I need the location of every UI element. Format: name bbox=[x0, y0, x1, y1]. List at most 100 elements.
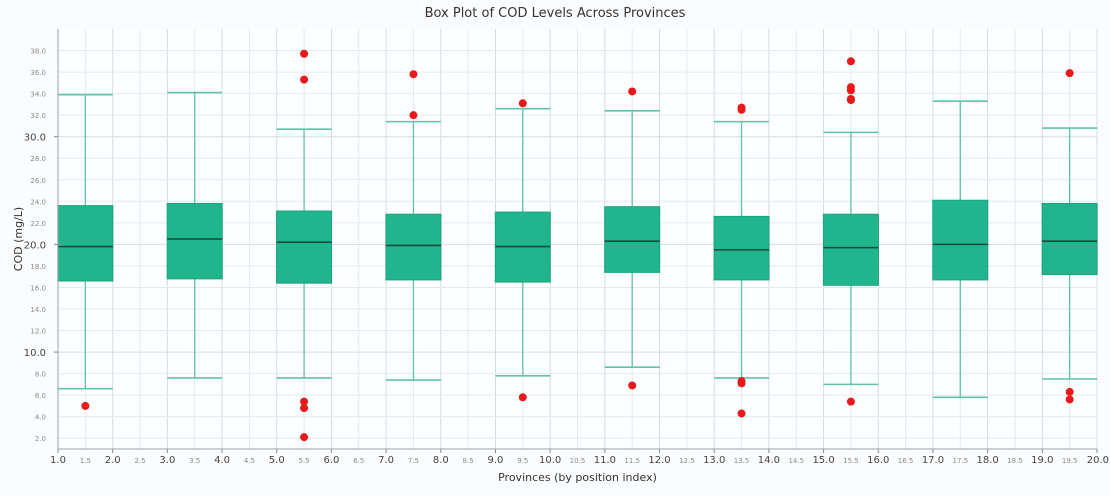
x-major-tick-label: 2.0 bbox=[105, 455, 121, 466]
x-minor-tick-label: 8.5 bbox=[463, 457, 474, 465]
outlier-point bbox=[1065, 387, 1074, 396]
x-major-tick-label: 20.0 bbox=[1087, 455, 1109, 466]
x-major-tick-label: 1.0 bbox=[50, 455, 66, 466]
x-major-tick-label: 8.0 bbox=[433, 455, 449, 466]
x-major-tick-label: 16.0 bbox=[867, 455, 889, 466]
y-minor-tick-label: 26.0 bbox=[30, 177, 46, 185]
x-minor-tick-label: 2.5 bbox=[134, 457, 145, 465]
outlier-point bbox=[846, 86, 855, 95]
box-item bbox=[385, 70, 442, 381]
chart-title: Box Plot of COD Levels Across Provinces bbox=[424, 6, 686, 21]
x-major-tick-label: 18.0 bbox=[976, 455, 998, 466]
box-item bbox=[1041, 69, 1098, 404]
iqr-box bbox=[713, 215, 770, 281]
x-minor-tick-label: 16.5 bbox=[898, 457, 914, 465]
y-major-tick-label: 20.0 bbox=[24, 240, 46, 251]
x-major-tick-label: 4.0 bbox=[214, 455, 230, 466]
x-major-tick-label: 14.0 bbox=[758, 455, 780, 466]
outlier-point bbox=[628, 87, 637, 96]
x-minor-tick-label: 4.5 bbox=[244, 457, 255, 465]
outlier-point bbox=[409, 70, 418, 79]
y-minor-tick-label: 18.0 bbox=[30, 263, 46, 271]
iqr-box bbox=[604, 206, 661, 273]
x-major-tick-label: 7.0 bbox=[378, 455, 394, 466]
y-minor-tick-label: 36.0 bbox=[30, 69, 46, 77]
outlier-point bbox=[518, 99, 527, 108]
outlier-point bbox=[518, 393, 527, 402]
outlier-point bbox=[846, 397, 855, 406]
x-axis-label: Provinces (by position index) bbox=[498, 471, 657, 484]
y-minor-tick-label: 4.0 bbox=[35, 414, 46, 422]
y-minor-tick-label: 32.0 bbox=[30, 112, 46, 120]
outlier-point bbox=[737, 409, 746, 418]
x-minor-tick-label: 7.5 bbox=[408, 457, 419, 465]
x-minor-tick-label: 17.5 bbox=[952, 457, 968, 465]
x-major-tick-label: 15.0 bbox=[812, 455, 834, 466]
outlier-point bbox=[300, 75, 309, 84]
y-major-tick-label: 10.0 bbox=[24, 348, 46, 359]
iqr-box bbox=[1041, 202, 1098, 276]
outlier-point bbox=[737, 379, 746, 388]
iqr-box bbox=[932, 199, 989, 281]
outlier-point bbox=[846, 96, 855, 105]
x-minor-tick-label: 12.5 bbox=[679, 457, 695, 465]
iqr-box bbox=[822, 213, 879, 286]
x-minor-tick-label: 13.5 bbox=[734, 457, 750, 465]
outlier-point bbox=[300, 49, 309, 58]
outlier-point bbox=[1065, 395, 1074, 404]
x-major-tick-label: 11.0 bbox=[594, 455, 616, 466]
iqr-box bbox=[166, 202, 223, 280]
box-item bbox=[932, 100, 989, 399]
iqr-box bbox=[57, 205, 114, 282]
y-minor-tick-label: 38.0 bbox=[30, 48, 46, 56]
x-major-tick-label: 17.0 bbox=[922, 455, 944, 466]
box-item bbox=[276, 49, 333, 442]
x-minor-tick-label: 9.5 bbox=[517, 457, 528, 465]
x-major-tick-label: 12.0 bbox=[648, 455, 670, 466]
box-item bbox=[166, 91, 223, 379]
outlier-point bbox=[846, 57, 855, 66]
outlier-point bbox=[300, 433, 309, 442]
x-minor-tick-label: 15.5 bbox=[843, 457, 859, 465]
y-axis-label: COD (mg/L) bbox=[12, 207, 25, 271]
x-minor-tick-label: 5.5 bbox=[299, 457, 310, 465]
y-major-tick-label: 30.0 bbox=[24, 133, 46, 144]
iqr-box bbox=[385, 213, 442, 281]
x-minor-tick-label: 18.5 bbox=[1007, 457, 1023, 465]
y-minor-tick-label: 22.0 bbox=[30, 220, 46, 228]
boxes-group bbox=[57, 49, 1098, 442]
x-major-tick-label: 6.0 bbox=[323, 455, 339, 466]
axes-group: 1.5 2.5 3.5 4.5 5.5 6.5 7.5 8.5 9.5 10.5 11.5 12.5 1… bbox=[12, 29, 1109, 484]
iqr-box bbox=[276, 210, 333, 284]
box-item bbox=[713, 103, 770, 418]
x-minor-tick-label: 3.5 bbox=[189, 457, 200, 465]
x-major-tick-label: 3.0 bbox=[159, 455, 175, 466]
x-minor-tick-label: 19.5 bbox=[1062, 457, 1078, 465]
x-minor-tick-label: 14.5 bbox=[788, 457, 804, 465]
y-minor-tick-label: 14.0 bbox=[30, 306, 46, 314]
outlier-point bbox=[300, 404, 309, 413]
x-minor-tick-label: 10.5 bbox=[570, 457, 586, 465]
x-major-tick-label: 13.0 bbox=[703, 455, 725, 466]
x-major-tick-label: 10.0 bbox=[539, 455, 561, 466]
box-item bbox=[822, 57, 879, 406]
x-major-tick-label: 5.0 bbox=[269, 455, 285, 466]
x-minor-tick-label: 1.5 bbox=[80, 457, 91, 465]
x-minor-tick-label: 11.5 bbox=[624, 457, 640, 465]
y-minor-tick-label: 28.0 bbox=[30, 155, 46, 163]
y-minor-tick-label: 24.0 bbox=[30, 198, 46, 206]
outlier-point bbox=[81, 401, 90, 410]
box-item bbox=[494, 99, 551, 402]
y-minor-tick-label: 2.0 bbox=[35, 435, 46, 443]
y-minor-tick-label: 6.0 bbox=[35, 392, 46, 400]
box-item bbox=[604, 87, 661, 390]
outlier-point bbox=[628, 381, 637, 390]
x-major-tick-label: 19.0 bbox=[1031, 455, 1053, 466]
y-minor-tick-label: 16.0 bbox=[30, 284, 46, 292]
x-minor-tick-label: 6.5 bbox=[353, 457, 364, 465]
outlier-point bbox=[1065, 69, 1074, 78]
outlier-point bbox=[300, 397, 309, 406]
y-minor-tick-label: 12.0 bbox=[30, 328, 46, 336]
outlier-point bbox=[409, 111, 418, 120]
